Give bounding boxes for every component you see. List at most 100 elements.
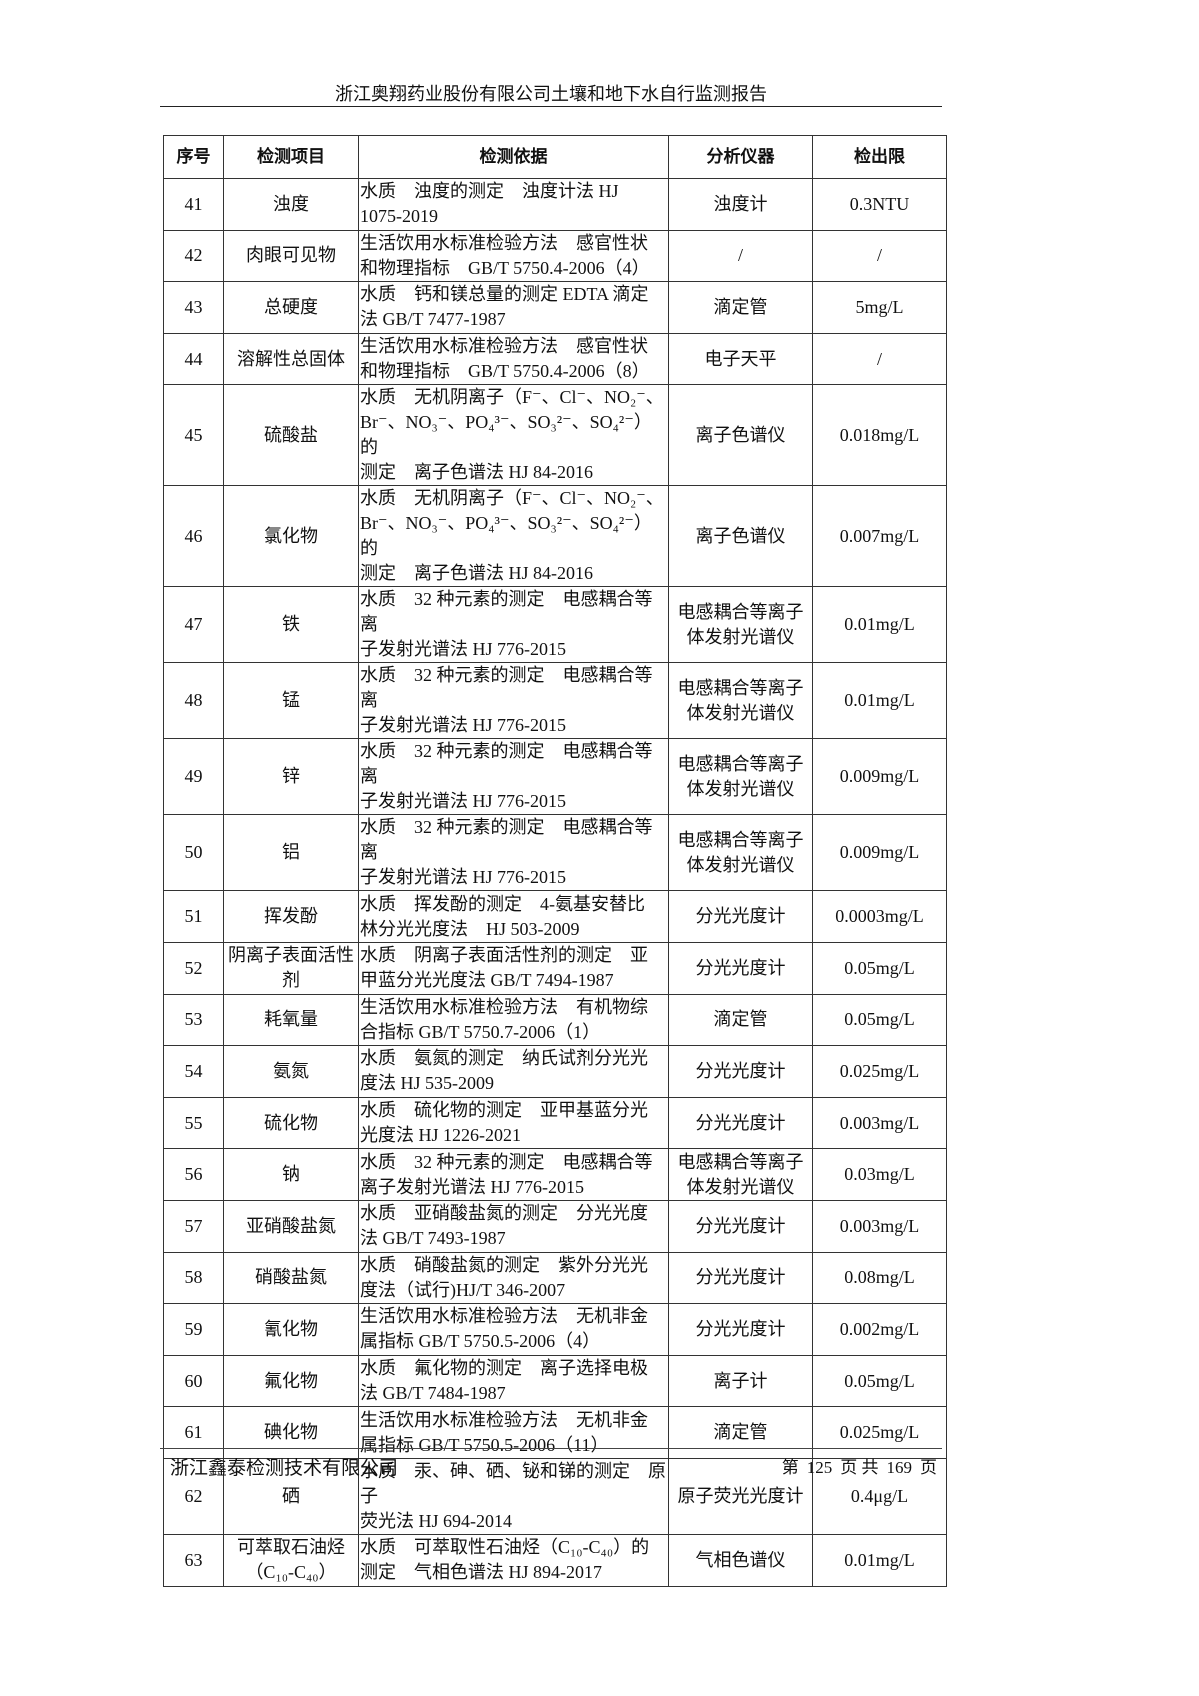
instrument: 分光光度计	[668, 890, 813, 943]
table-row: 51 挥发酚 水质 挥发酚的测定 4-氨基安替比 林分光光度法 HJ 503-2009…	[163, 890, 947, 943]
test-methods-table: 序号 检测项目 检测依据 分析仪器 检出限 41 浊度 水质 浊度的测定 浊度计法 …	[163, 135, 947, 1587]
method-line: 和物理指标 GB/T 5750.4-2006（4）	[360, 257, 650, 278]
row-number: 51	[163, 890, 224, 943]
method-line: 生活饮用水标准检验方法 无机非金	[360, 1409, 648, 1430]
table-row: 45 硫酸盐 水质 无机阴离子（F⁻、Cl⁻、NO₂⁻、 Br⁻、NO₃⁻、PO₄³⁻…	[163, 384, 947, 487]
test-item: 铝	[223, 814, 359, 892]
row-number: 62	[163, 1457, 224, 1535]
method-line: 子发射光谱法 HJ 776-2015	[360, 715, 566, 736]
test-item: 锰	[223, 662, 359, 740]
method-line: 林分光光度法 HJ 503-2009	[360, 918, 580, 939]
test-method: 水质 阴离子表面活性剂的测定 亚甲蓝分光光度法 GB/T 7494-1987	[358, 941, 669, 995]
test-item: 浊度	[223, 178, 359, 231]
table-row: 57 亚硝酸盐氮 水质 亚硝酸盐氮的测定 分光光度法 GB/T 7493-1987 分…	[163, 1199, 947, 1253]
test-method: 水质 32 种元素的测定 电感耦合等离子发射光谱法 HJ 776-2015	[358, 662, 669, 740]
row-number: 46	[163, 485, 224, 588]
instrument: 分光光度计	[668, 1096, 813, 1150]
page-suffix: 页	[920, 1458, 937, 1477]
test-item: 钠	[223, 1148, 359, 1201]
instrument: 电感耦合等离子体发射光谱仪	[668, 586, 813, 664]
method-line: 荧光法 HJ 694-2014	[360, 1510, 512, 1531]
detection-limit: 0.025mg/L	[812, 1406, 947, 1459]
table-row: 59 氰化物 生活饮用水标准检验方法 无机非金 属指标 GB/T 5750.5-200…	[163, 1303, 947, 1356]
method-line: 生活饮用水标准检验方法 感官性状	[360, 336, 648, 357]
test-item: 氰化物	[223, 1303, 359, 1356]
detection-limit: 0.025mg/L	[812, 1045, 947, 1098]
detection-limit: 0.018mg/L	[812, 384, 947, 487]
row-number: 55	[163, 1096, 224, 1150]
instrument: 浊度计	[668, 178, 813, 231]
method-line: 属指标 GB/T 5750.5-2006（4）	[360, 1331, 601, 1352]
method-line: 子发射光谱法 HJ 776-2015	[360, 791, 566, 812]
table-row: 42 肉眼可见物 生活饮用水标准检验方法 感官性状 和物理指标 GB/T 5750.4…	[163, 229, 947, 283]
row-number: 57	[163, 1199, 224, 1253]
row-number: 53	[163, 993, 224, 1047]
test-method: 生活饮用水标准检验方法 感官性状 和物理指标 GB/T 5750.4-2006（4…	[358, 229, 669, 283]
table-row: 58 硝酸盐氮 水质 硝酸盐氮的测定 紫外分光光 度法（试行)HJ/T 346-200…	[163, 1251, 947, 1305]
row-number: 63	[163, 1533, 224, 1587]
method-line: 和物理指标 GB/T 5750.4-2006（8）	[360, 361, 650, 382]
detection-limit: /	[812, 332, 947, 386]
table-row: 49 锌水质 32 种元素的测定 电感耦合等离 子发射光谱法 HJ 776-2015…	[163, 738, 947, 816]
page-number: 第 125 页 共 169 页	[778, 1453, 941, 1478]
test-item: 溶解性总固体	[223, 332, 359, 386]
method-line: 水质 可萃取性石油烃（C₁₀-C₄₀）的	[360, 1537, 650, 1558]
table-header-row: 序号 检测项目 检测依据 分析仪器 检出限	[163, 135, 947, 179]
row-number: 59	[163, 1303, 224, 1356]
test-method: 水质 硝酸盐氮的测定 紫外分光光 度法（试行)HJ/T 346-2007	[358, 1251, 669, 1305]
test-method: 生活饮用水标准检验方法 无机非金 属指标 GB/T 5750.5-2006（4）	[358, 1303, 669, 1356]
detection-limit: 0.0003mg/L	[812, 890, 947, 943]
table-row: 54 氨氮 水质 氨氮的测定 纳氏试剂分光光 度法 HJ 535-2009 分光光度计 0…	[163, 1045, 947, 1098]
method-line: 测定 离子色谱法 HJ 84-2016	[360, 563, 593, 584]
test-method: 水质 挥发酚的测定 4-氨基安替比 林分光光度法 HJ 503-2009	[358, 890, 669, 943]
detection-limit: 0.08mg/L	[812, 1251, 947, 1305]
method-line: 水质 氨氮的测定 纳氏试剂分光光	[360, 1048, 648, 1069]
method-line: 水质 硫化物的测定 亚甲基蓝分光	[360, 1100, 648, 1121]
col-header-no: 序号	[163, 135, 224, 179]
method-line: 水质 32 种元素的测定 电感耦合等离	[360, 665, 653, 711]
col-header-method: 检测依据	[358, 135, 669, 179]
detection-limit: 0.009mg/L	[812, 738, 947, 816]
table-row: 60 氟化物 水质 氟化物的测定 离子选择电极法 GB/T 7484-1987 离子计…	[163, 1354, 947, 1408]
test-method: 水质 32 种元素的测定 电感耦合等离子发射光谱法 HJ 776-2015	[358, 814, 669, 892]
detection-limit: 0.01mg/L	[812, 586, 947, 664]
instrument: 气相色谱仪	[668, 1533, 813, 1587]
row-number: 61	[163, 1406, 224, 1459]
instrument: 分光光度计	[668, 1251, 813, 1305]
row-number: 52	[163, 941, 224, 995]
table-row: 41 浊度 水质 浊度的测定 浊度计法 HJ 1075-2019 浊度计 0.3NTU	[163, 178, 947, 231]
test-method: 水质 亚硝酸盐氮的测定 分光光度法 GB/T 7493-1987	[358, 1199, 669, 1253]
instrument: 离子计	[668, 1354, 813, 1408]
method-line: 生活饮用水标准检验方法 感官性状	[360, 232, 648, 253]
instrument: 离子色谱仪	[668, 485, 813, 588]
detection-limit: 0.01mg/L	[812, 662, 947, 740]
method-line: 水质 32 种元素的测定 电感耦合等离	[360, 817, 653, 863]
detection-limit: 0.01mg/L	[812, 1533, 947, 1587]
test-item: 硝酸盐氮	[223, 1251, 359, 1305]
instrument: 电感耦合等离子体发射光谱仪	[668, 738, 813, 816]
row-number: 54	[163, 1045, 224, 1098]
test-item: 铁	[223, 586, 359, 664]
table-row: 50 铝水质 32 种元素的测定 电感耦合等离 子发射光谱法 HJ 776-2015…	[163, 814, 947, 892]
table-row: 44 溶解性总固体 生活饮用水标准检验方法 感官性状 和物理指标 GB/T 5750.…	[163, 332, 947, 386]
test-method: 生活饮用水标准检验方法 感官性状 和物理指标 GB/T 5750.4-2006（8…	[358, 332, 669, 386]
method-line: 度法（试行)HJ/T 346-2007	[360, 1279, 566, 1300]
method-line: 水质 浊度的测定 浊度计法 HJ	[360, 181, 619, 202]
page-total: 169	[886, 1458, 913, 1477]
col-header-item: 检测项目	[223, 135, 359, 179]
table-row: 46 氯化物 水质 无机阴离子（F⁻、Cl⁻、NO₂⁻、 Br⁻、NO₃⁻、PO₄³⁻…	[163, 485, 947, 588]
test-method: 水质 硫化物的测定 亚甲基蓝分光 光度法 HJ 1226-2021	[358, 1096, 669, 1150]
header-divider	[160, 106, 942, 107]
method-line: 子发射光谱法 HJ 776-2015	[360, 639, 566, 660]
method-line: 法 GB/T 7477-1987	[360, 309, 506, 330]
method-line: Br⁻、NO₃⁻、PO₄³⁻、SO₃²⁻、SO₄²⁻）的	[360, 513, 652, 559]
instrument: 离子色谱仪	[668, 384, 813, 487]
col-header-limit: 检出限	[812, 135, 947, 179]
method-line: 水质 亚硝酸盐氮的测定 分光光度	[360, 1203, 648, 1224]
detection-limit: 0.05mg/L	[812, 1354, 947, 1408]
method-line: 离子发射光谱法 HJ 776-2015	[360, 1176, 584, 1197]
instrument: 电感耦合等离子体发射光谱仪	[668, 814, 813, 892]
detection-limit: 0.4μg/L	[812, 1457, 947, 1535]
row-number: 56	[163, 1148, 224, 1201]
detection-limit: 0.009mg/L	[812, 814, 947, 892]
